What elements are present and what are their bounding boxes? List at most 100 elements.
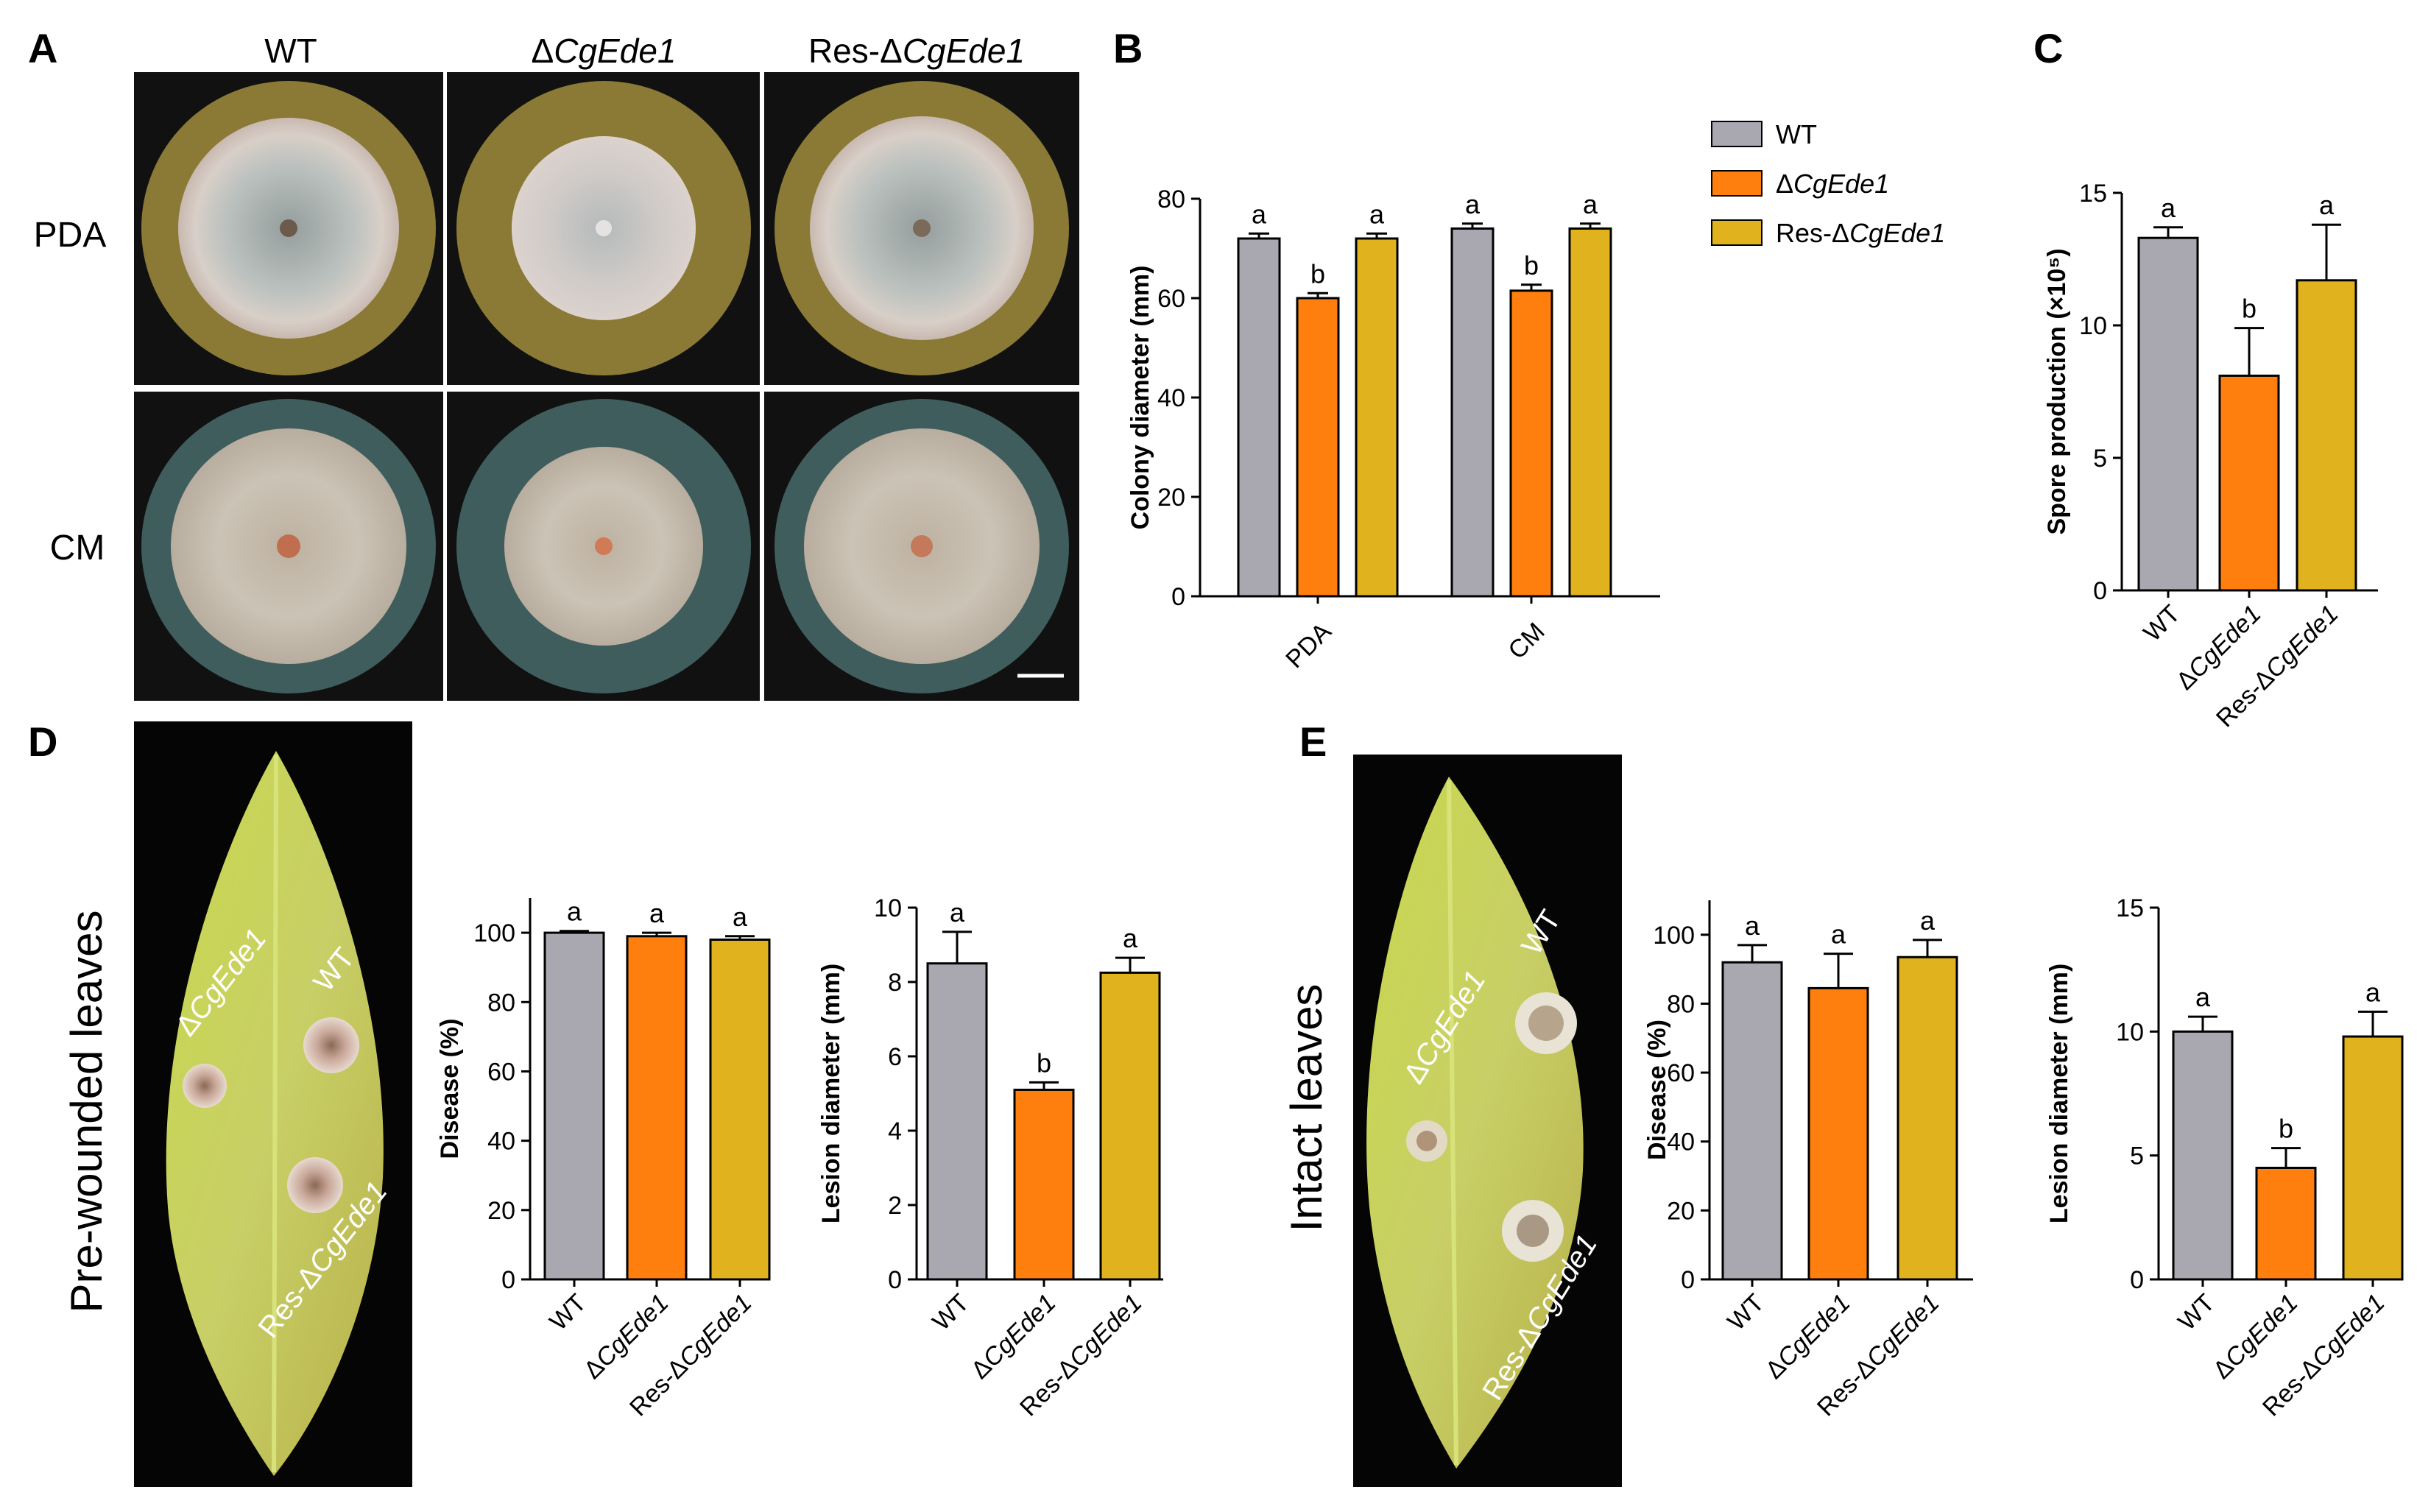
significance-letter-cat2: a bbox=[2319, 190, 2335, 220]
bar-cat2 bbox=[1099, 971, 1161, 1281]
significance-letter-cat0: a bbox=[2161, 193, 2176, 223]
y-tick-label: 20 bbox=[1157, 484, 1185, 512]
y-axis-title: Lesion diameter (mm) bbox=[2045, 964, 2073, 1223]
y-tick-label: 10 bbox=[2116, 1018, 2144, 1046]
y-tick-label: 40 bbox=[487, 1128, 515, 1156]
y-tick-label: 40 bbox=[1667, 1128, 1695, 1156]
y-axis-title: Colony diameter (mm) bbox=[1126, 266, 1154, 530]
y-tick-label: 15 bbox=[2079, 180, 2107, 208]
y-tick-label: 100 bbox=[473, 919, 515, 947]
legend-label-mutant: ΔCgEde1 bbox=[1776, 169, 1889, 199]
significance-letter-CM-2: a bbox=[1583, 189, 1598, 219]
y-tick-label: 20 bbox=[1667, 1197, 1695, 1225]
panel-letter-e: E bbox=[1299, 718, 1327, 765]
significance-letter-cat0: a bbox=[2195, 982, 2211, 1012]
x-tick-label-cm: CM bbox=[1503, 618, 1550, 665]
significance-letter-cat1: b bbox=[1037, 1048, 1051, 1078]
bar-cat0 bbox=[926, 962, 988, 1281]
panel-letter-a: A bbox=[28, 25, 57, 71]
y-tick-label: 80 bbox=[1157, 186, 1185, 213]
plate-row-label-pda: PDA bbox=[34, 216, 107, 255]
bar-cat1 bbox=[1013, 1088, 1075, 1281]
plate-cm-mutant bbox=[447, 392, 760, 701]
panel-letter-c: C bbox=[2033, 25, 2063, 71]
panel-e-leaf-photo: ΔCgEde1 WT Res-ΔCgEde1 bbox=[1353, 755, 1622, 1487]
y-tick-label: 10 bbox=[2079, 312, 2107, 340]
plate-pda-wt bbox=[134, 72, 443, 385]
y-tick-label: 5 bbox=[2093, 445, 2107, 473]
significance-letter-cat2: a bbox=[1123, 923, 1138, 953]
y-tick-label: 4 bbox=[888, 1117, 902, 1145]
y-axis-title: Disease (%) bbox=[1643, 1020, 1671, 1160]
bar-CM-2 bbox=[1568, 227, 1612, 598]
plate-row-label-cm: CM bbox=[50, 529, 105, 568]
plate-column-header-wt: WT bbox=[264, 32, 317, 70]
y-tick-label: 0 bbox=[1681, 1266, 1695, 1294]
bar-PDA-2 bbox=[1355, 237, 1399, 598]
bar-cat1 bbox=[2218, 374, 2280, 592]
x-tick-label-pda: PDA bbox=[1280, 618, 1337, 674]
y-tick-label: 0 bbox=[2130, 1266, 2144, 1294]
x-tick-label-0: WT bbox=[2173, 1289, 2220, 1336]
y-tick-label: 80 bbox=[1667, 990, 1695, 1018]
plate-cm-wt bbox=[134, 392, 443, 701]
x-tick-label-0: WT bbox=[2138, 600, 2185, 647]
bar-cat1 bbox=[626, 935, 688, 1281]
y-tick-label: 0 bbox=[888, 1266, 902, 1294]
y-tick-label: 20 bbox=[487, 1197, 515, 1225]
legend-swatch-wt bbox=[1711, 121, 1763, 147]
bar-cat0 bbox=[2137, 236, 2199, 592]
significance-letter-cat0: a bbox=[567, 897, 582, 927]
significance-letter-cat2: a bbox=[1920, 905, 1936, 936]
legend: WT ΔCgEde1 Res-ΔCgEde1 bbox=[1711, 119, 1945, 248]
y-tick-label: 10 bbox=[874, 894, 902, 922]
bar-PDA-0 bbox=[1237, 237, 1281, 598]
bar-cat1 bbox=[1807, 986, 1869, 1281]
plate-cm-complemented bbox=[764, 392, 1079, 701]
y-tick-label: 0 bbox=[501, 1266, 515, 1294]
panel-letter-b: B bbox=[1113, 25, 1143, 71]
y-axis-title: Disease (%) bbox=[436, 1019, 464, 1159]
significance-letter-cat0: a bbox=[1745, 911, 1760, 941]
legend-swatch-complemented bbox=[1711, 219, 1763, 246]
significance-letter-PDA-0: a bbox=[1252, 199, 1267, 229]
significance-letter-PDA-2: a bbox=[1369, 199, 1385, 229]
y-tick-label: 5 bbox=[2130, 1142, 2144, 1170]
y-tick-label: 6 bbox=[888, 1043, 902, 1071]
significance-letter-cat2: a bbox=[733, 902, 748, 932]
bar-cat2 bbox=[1896, 955, 1958, 1281]
plate-column-header-complemented: Res-ΔCgEde1 bbox=[808, 32, 1025, 70]
y-tick-label: 2 bbox=[888, 1192, 902, 1220]
y-tick-label: 100 bbox=[1653, 922, 1695, 950]
bar-CM-0 bbox=[1450, 227, 1495, 598]
y-tick-label: 15 bbox=[2116, 894, 2144, 922]
panel-d-side-label: Pre-wounded leaves bbox=[62, 910, 111, 1313]
y-tick-label: 0 bbox=[1171, 583, 1185, 611]
bar-cat2 bbox=[2342, 1035, 2404, 1281]
plate-pda-complemented bbox=[764, 72, 1079, 385]
panel-e-side-label: Intact leaves bbox=[1282, 984, 1331, 1232]
x-tick-label-0: WT bbox=[927, 1289, 974, 1336]
y-tick-label: 60 bbox=[487, 1058, 515, 1086]
x-tick-label-0: WT bbox=[1722, 1289, 1769, 1336]
y-tick-label: 40 bbox=[1157, 384, 1185, 412]
significance-letter-cat1: a bbox=[649, 898, 665, 928]
panel-d-leaf-photo: ΔCgEde1 WT Res-ΔCgEde1 bbox=[134, 721, 412, 1487]
y-tick-label: 8 bbox=[888, 969, 902, 997]
bar-cat1 bbox=[2255, 1167, 2317, 1281]
bar-cat2 bbox=[709, 939, 771, 1281]
bar-cat2 bbox=[2296, 279, 2357, 592]
significance-letter-PDA-1: b bbox=[1310, 258, 1325, 289]
x-tick-label-0: WT bbox=[544, 1289, 591, 1336]
significance-letter-cat0: a bbox=[950, 897, 965, 928]
chart-colony-diameter: 0 20 40 60 80 Colony diameter (mm) a b a PDA a b a CM bbox=[1126, 186, 1660, 674]
y-tick-label: 60 bbox=[1157, 285, 1185, 313]
bar-PDA-1 bbox=[1296, 297, 1340, 598]
y-tick-label: 60 bbox=[1667, 1059, 1695, 1087]
significance-letter-cat1: a bbox=[1831, 919, 1846, 950]
legend-swatch-mutant bbox=[1711, 170, 1763, 197]
